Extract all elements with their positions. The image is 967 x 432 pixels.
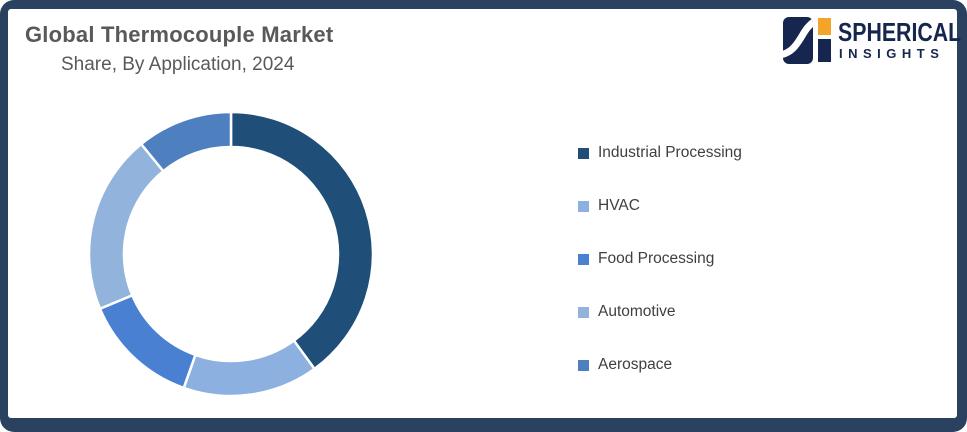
logo-navy-bar xyxy=(818,39,831,62)
legend-item-aerospace: Aerospace xyxy=(578,354,742,376)
legend-item-automotive: Automotive xyxy=(578,301,742,323)
legend-swatch-automotive xyxy=(578,306,589,318)
legend-swatch-hvac xyxy=(578,200,589,212)
logo-brand-name: SPHERICAL xyxy=(838,17,962,47)
legend-label: Aerospace xyxy=(598,356,673,373)
donut-segment-food-processing xyxy=(98,294,197,390)
legend-item-industrial-processing: Industrial Processing xyxy=(578,142,742,164)
logo-swoosh-icon xyxy=(783,17,813,64)
legend-swatch-food-processing xyxy=(578,253,589,265)
donut-segment-automotive xyxy=(87,142,165,310)
legend-label: Automotive xyxy=(598,303,676,320)
chart-subtitle: Share, By Application, 2024 xyxy=(61,54,295,75)
legend-label: HVAC xyxy=(598,197,640,214)
chart-title: Global Thermocouple Market xyxy=(25,22,334,47)
legend-swatch-industrial-processing xyxy=(578,147,589,159)
donut-segment-hvac xyxy=(182,339,316,398)
legend-item-hvac: HVAC xyxy=(578,195,742,217)
donut-segment-aerospace xyxy=(139,110,233,173)
donut-chart xyxy=(87,110,375,398)
logo-orange-square xyxy=(818,18,831,35)
logo-brand-subname: INSIGHTS xyxy=(839,46,945,61)
legend: Industrial Processing HVAC Food Processing… xyxy=(578,142,742,407)
legend-item-food-processing: Food Processing xyxy=(578,248,742,270)
legend-label: Industrial Processing xyxy=(598,144,742,161)
donut-segment-industrial-processing xyxy=(229,110,375,371)
legend-label: Food Processing xyxy=(598,250,715,267)
logo-icon xyxy=(783,17,813,64)
legend-swatch-aerospace xyxy=(578,359,589,371)
